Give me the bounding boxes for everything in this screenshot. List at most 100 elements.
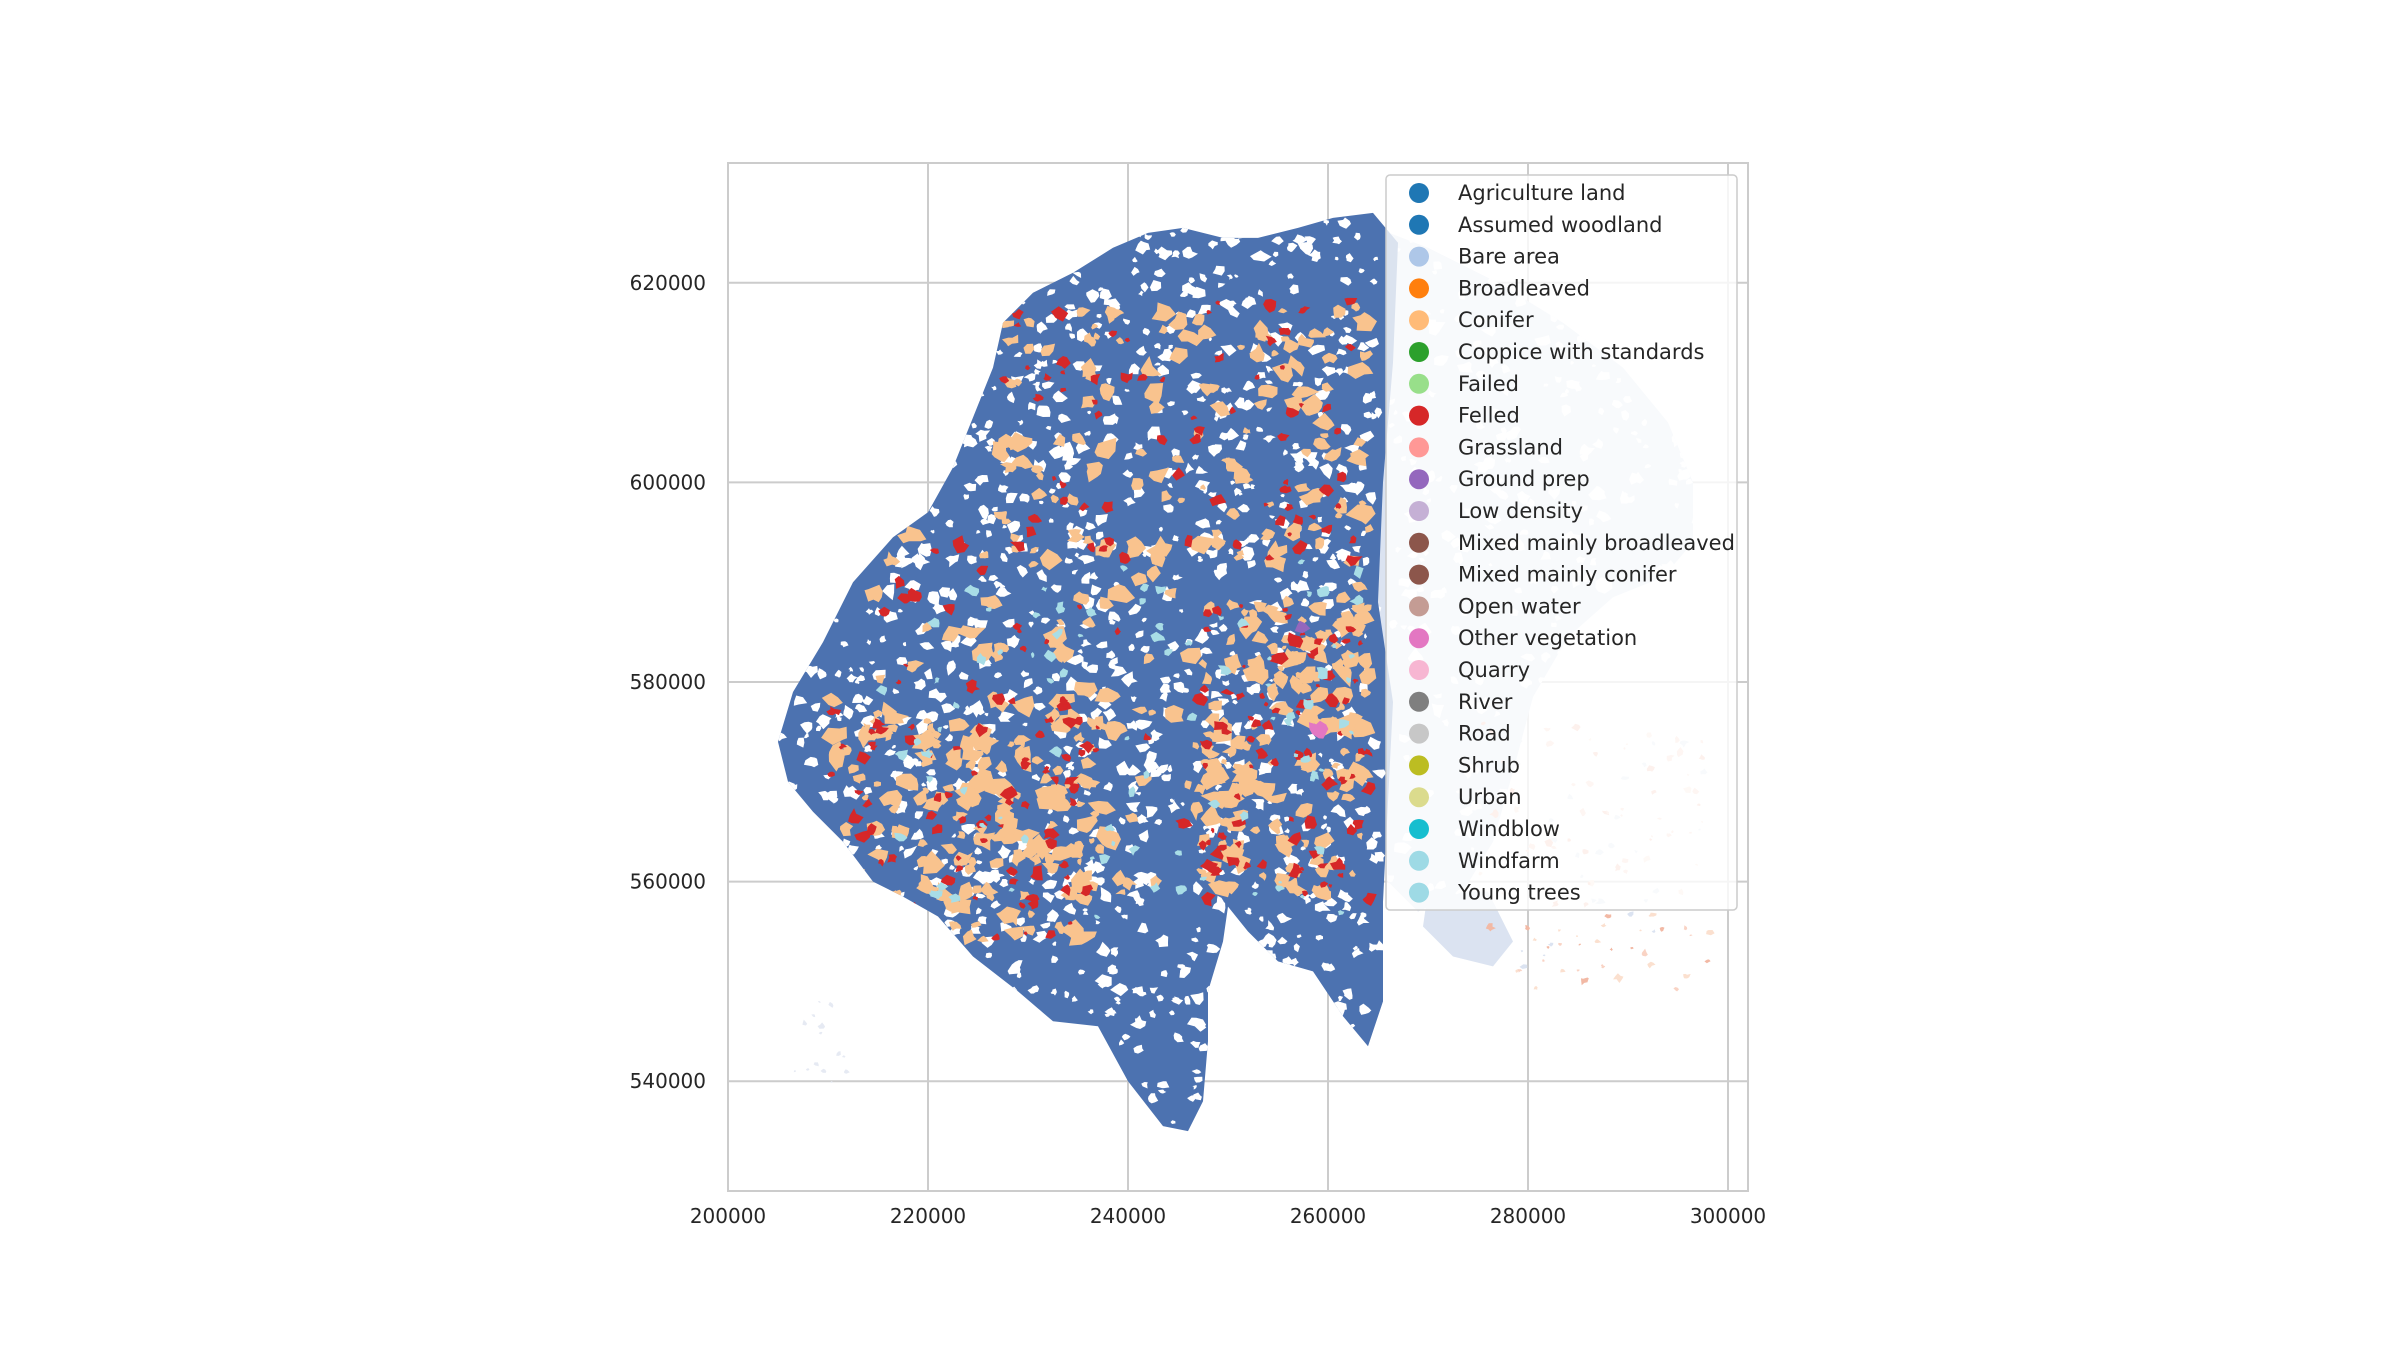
felled-patch [1028, 513, 1043, 523]
woodland-gap [1287, 783, 1299, 794]
woodland-gap [1304, 236, 1316, 245]
conifer-patch [1190, 801, 1204, 821]
woodland-gap [945, 554, 960, 568]
woodland-gap [1284, 816, 1290, 822]
legend-marker [1409, 278, 1429, 299]
scattered-patch [1604, 914, 1612, 919]
woodland-gap [1131, 266, 1140, 276]
conifer-patch [1002, 334, 1019, 347]
woodland-gap [1198, 647, 1213, 655]
felled-patch [1362, 892, 1377, 906]
woodland-gap [1128, 363, 1140, 375]
woodland-gap [1063, 902, 1077, 915]
woodland-gap [1082, 908, 1088, 912]
woodland-gap [1193, 1092, 1202, 1101]
felled-patch [1344, 344, 1356, 352]
conifer-patch [1294, 483, 1311, 493]
felled-patch [999, 785, 1018, 801]
woodland-gap [1109, 968, 1118, 975]
legend-marker [1409, 405, 1429, 426]
young-trees-patch [1020, 834, 1029, 844]
young-trees-patch [976, 653, 986, 666]
conifer-patch [1274, 842, 1293, 858]
y-tick-label: 540000 [630, 1069, 706, 1093]
legend-marker [1409, 787, 1429, 808]
conifer-patch [1335, 512, 1343, 519]
woodland-gap [1052, 941, 1057, 946]
conifer-patch [1073, 773, 1094, 789]
felled-patch [1263, 701, 1269, 707]
conifer-patch [1298, 487, 1327, 506]
woodland-gap [1205, 548, 1218, 559]
woodland-gap [1302, 570, 1309, 579]
woodland-gap [1371, 412, 1379, 420]
woodland-gap [1153, 268, 1166, 278]
woodland-gap [1112, 395, 1123, 405]
woodland-gap [1096, 941, 1111, 957]
felled-patch [942, 604, 955, 616]
conifer-patch [980, 881, 999, 897]
scattered-patch [1576, 969, 1580, 972]
conifer-patch [1031, 465, 1044, 474]
woodland-gap [1161, 683, 1170, 693]
conifer-patch [1177, 497, 1186, 504]
conifer-patch [1007, 741, 1015, 748]
x-axis-ticks: 200000 220000 240000 260000 280000 300000 [690, 1204, 1766, 1228]
woodland-gap [967, 555, 977, 565]
young-trees-patch [1149, 882, 1161, 893]
conifer-patch [1093, 332, 1101, 340]
woodland-gap [1290, 581, 1302, 593]
conifer-patch [1099, 596, 1114, 609]
conifer-patch [1067, 529, 1085, 543]
woodland-gap [1326, 826, 1331, 834]
young-trees-patch [1128, 786, 1136, 798]
woodland-gap [1006, 520, 1021, 534]
scattered-patch [1706, 930, 1715, 936]
conifer-patch [1054, 921, 1067, 935]
woodland-gap [913, 865, 919, 871]
woodland-gap [1197, 558, 1203, 562]
felled-patch [867, 823, 877, 836]
young-trees-patch [1055, 601, 1066, 614]
woodland-gap [1200, 720, 1210, 729]
woodland-gap [1128, 643, 1135, 651]
conifer-patch [895, 773, 919, 791]
young-trees-patch [1043, 649, 1057, 663]
woodland-gap [1135, 240, 1151, 255]
scattered-patch [1558, 929, 1561, 932]
woodland-gap [1359, 430, 1375, 442]
conifer-patch [1331, 762, 1341, 769]
felled-patch [1091, 399, 1098, 405]
felled-patch [1265, 554, 1275, 561]
woodland-gap [1229, 650, 1236, 657]
woodland-gap [1342, 706, 1357, 718]
woodland-gap [1364, 337, 1379, 348]
woodland-gap [1048, 518, 1054, 523]
woodland-gap [1216, 562, 1228, 578]
felled-patch [1060, 884, 1071, 897]
felled-patch [1318, 484, 1334, 497]
conifer-patch [1313, 437, 1331, 450]
conifer-patch [1200, 768, 1226, 791]
conifer-patch [873, 709, 883, 719]
felled-patch [1285, 407, 1300, 418]
woodland-gap [976, 907, 982, 915]
woodland-gap [1066, 522, 1074, 531]
woodland-gap [1087, 410, 1092, 415]
woodland-gap [1054, 890, 1065, 900]
conifer-patch [1066, 493, 1079, 506]
conifer-patch [1236, 550, 1245, 556]
woodland-gap [1366, 837, 1378, 850]
woodland-gap [817, 668, 827, 680]
woodland-gap [904, 580, 921, 596]
young-trees-patch [1316, 667, 1328, 680]
conifer-patch [1036, 790, 1068, 810]
legend-marker [1409, 501, 1429, 521]
legend: Agriculture land Assumed woodland Bare are… [1385, 174, 1738, 911]
young-trees-patch [1077, 633, 1084, 638]
woodland-gap [1090, 584, 1102, 596]
woodland-gap [993, 672, 1003, 679]
woodland-gap [1228, 548, 1234, 556]
young-trees-patch [934, 677, 940, 684]
felled-patch [1137, 373, 1148, 381]
